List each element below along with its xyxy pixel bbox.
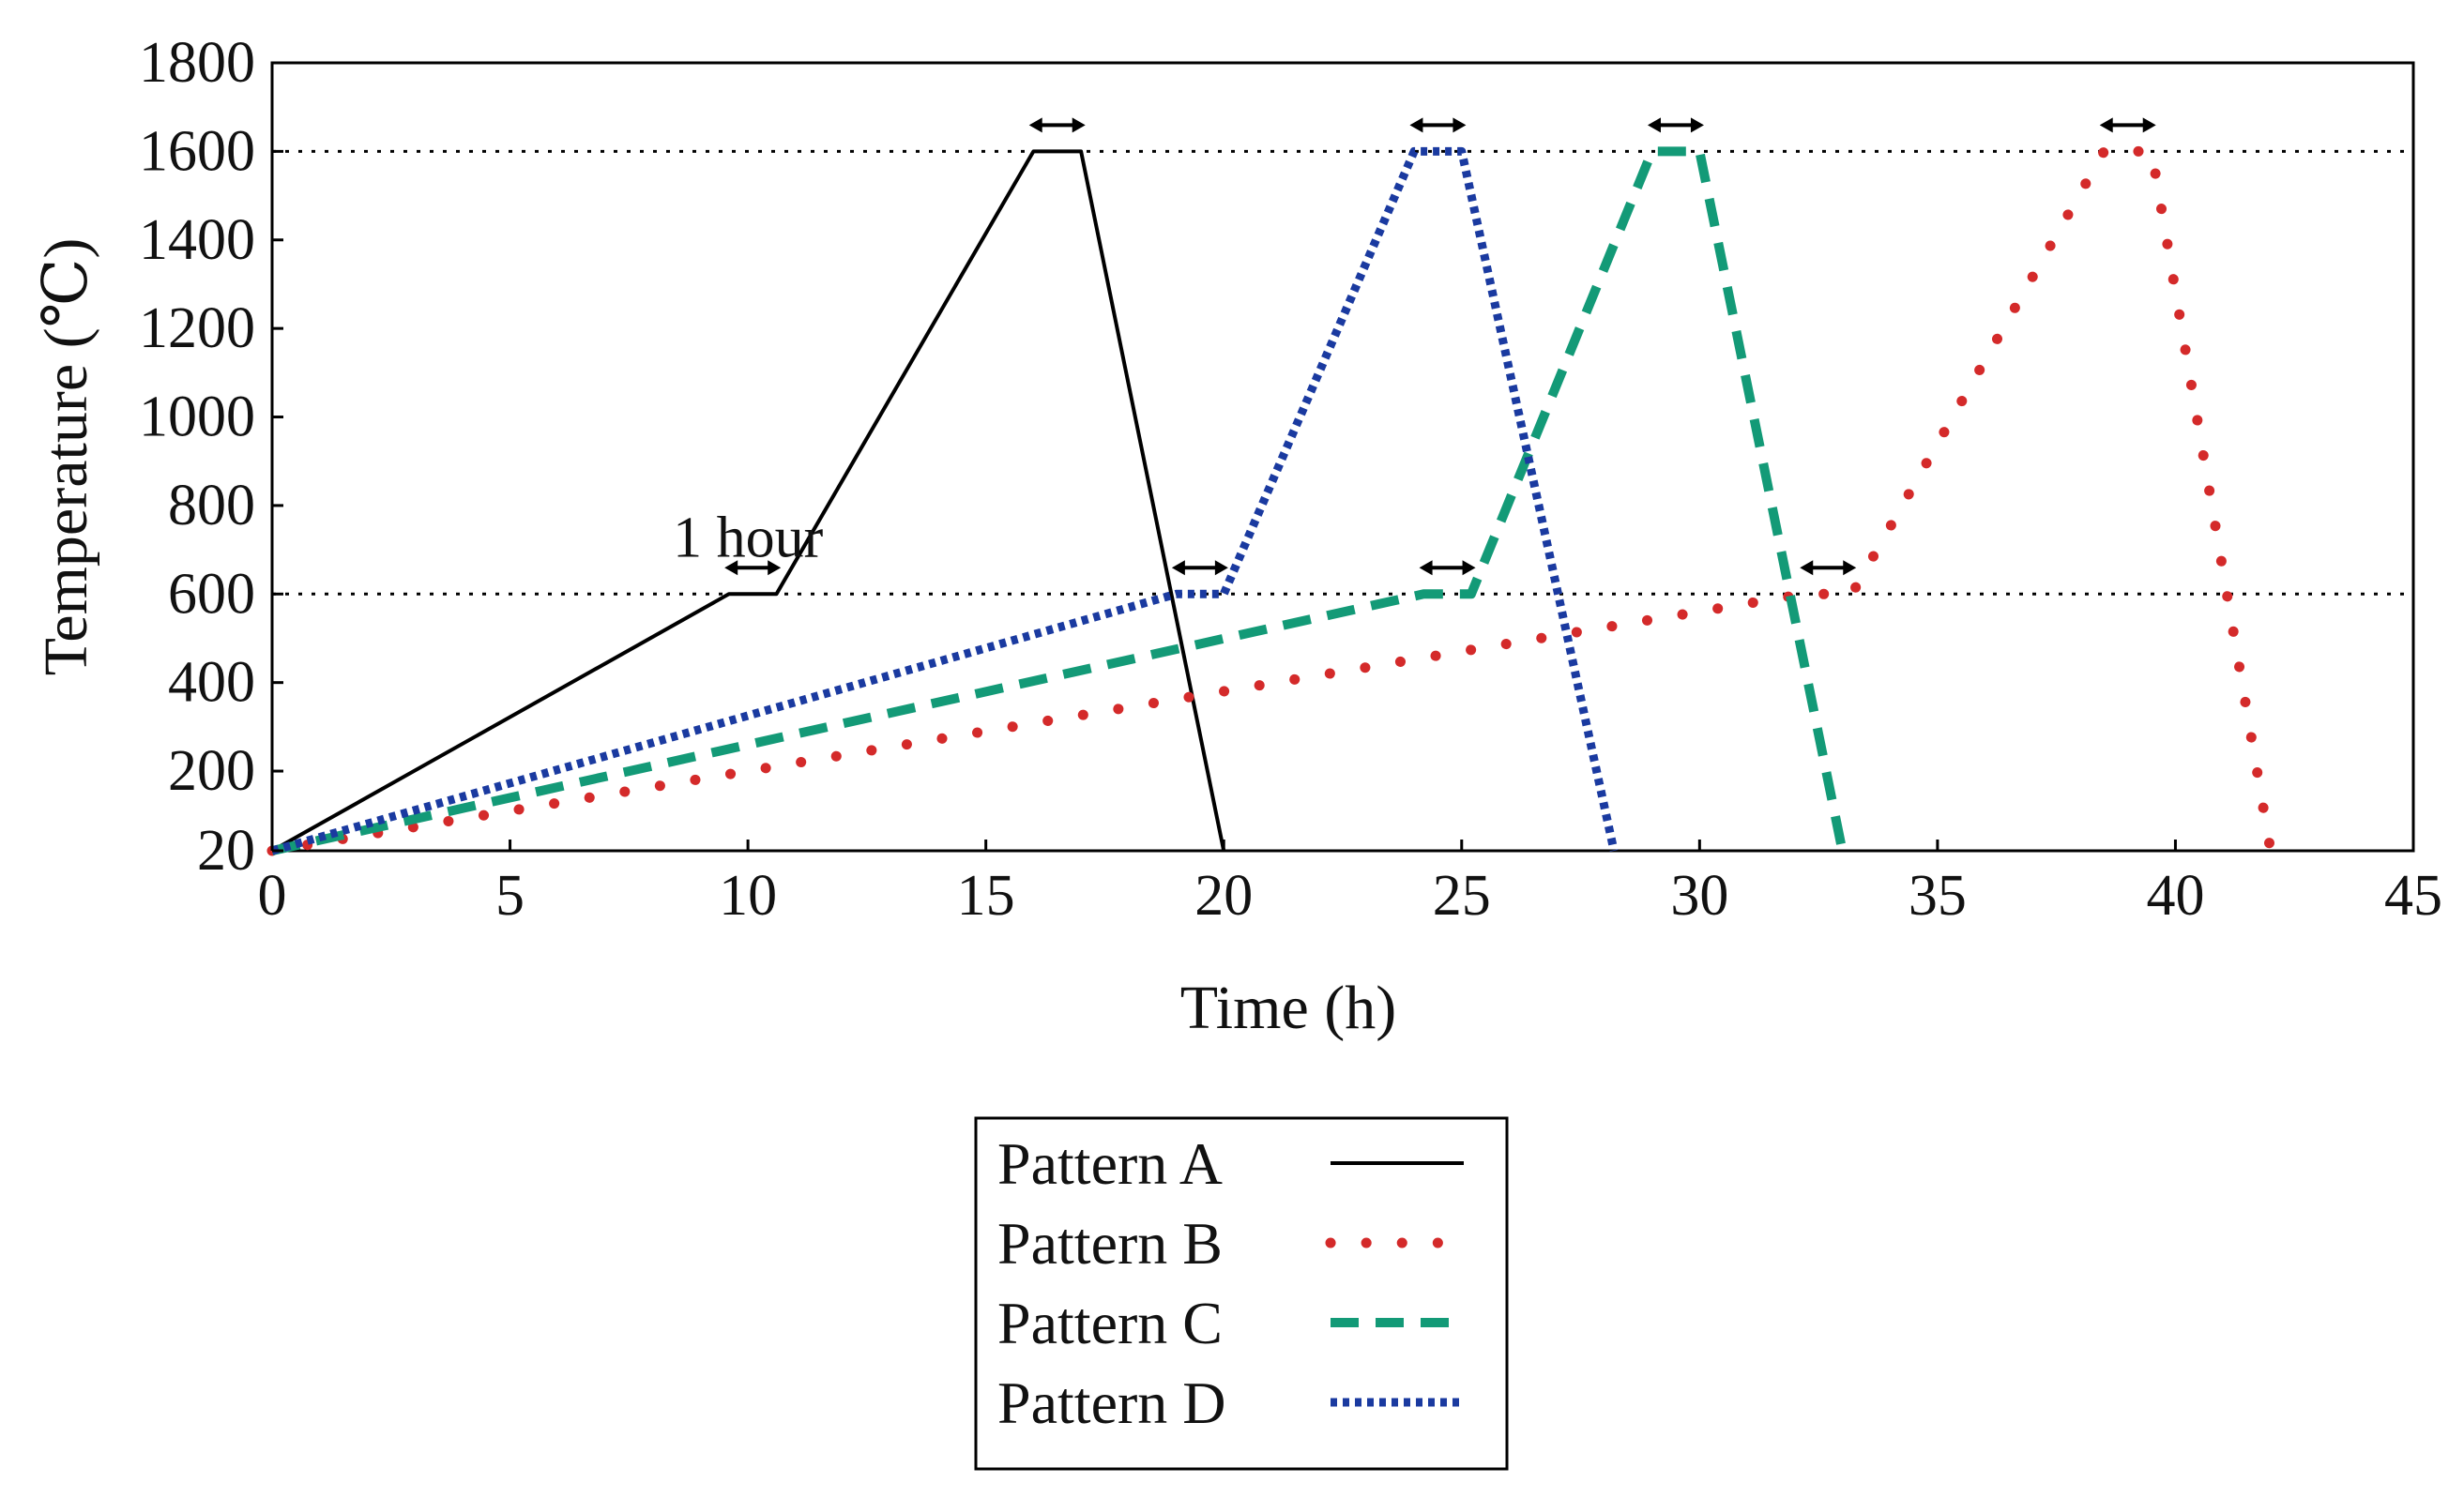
hold-arrow-right-head [1214,560,1228,576]
legend: Pattern A Pattern B Pattern C Pattern D [974,1116,1509,1471]
y-tick-label: 800 [168,474,255,537]
hold-arrow-right-head [1843,560,1857,576]
reference-lines [272,149,2413,596]
hold-arrow-3 [1409,117,1467,133]
hold-arrow-left-head [1800,560,1814,576]
hold-arrow-5 [1647,117,1704,133]
hold-arrow-left-head [1647,117,1661,133]
hold-arrow-left-head [1028,117,1042,133]
legend-label-pattern-a: Pattern A [997,1130,1223,1197]
hold-arrow-left-head [1409,117,1423,133]
hold-arrow-right-head [768,560,782,576]
x-tick-label: 5 [495,864,525,928]
hold-arrow-left-head [1419,560,1433,576]
hold-arrow-left-head [1171,560,1185,576]
x-tick-label: 35 [1909,864,1967,928]
hold-arrow-right-head [1453,117,1467,133]
hold-arrow-4 [1419,560,1476,576]
y-tick-label: 1000 [139,386,255,449]
y-axis: 20 200 400 600 800 1000 1200 1400 1600 1800 [139,31,283,883]
x-tick-label: 45 [2384,864,2442,928]
y-tick-label: 1400 [139,208,255,272]
x-axis: 0 5 10 15 20 25 30 35 40 45 [258,840,2442,928]
hold-arrow-right-head [1462,560,1476,576]
annotation-layer: 1 hour [673,117,2156,576]
y-tick-label: 20 [197,819,255,883]
x-tick-label: 10 [719,864,777,928]
y-tick-label: 1200 [139,296,255,360]
hold-arrow-0 [724,560,782,576]
plot-frame [270,61,2415,853]
hold-arrow-left-head [724,560,738,576]
y-axis-title: Temperature (℃) [32,238,100,676]
x-tick-label: 15 [957,864,1015,928]
series-layer [266,145,2276,856]
x-tick-label: 25 [1433,864,1491,928]
hold-arrow-right-head [1690,117,1704,133]
series-pattern-a [271,149,1226,853]
hold-arrow-6 [1800,560,1857,576]
x-tick-label: 20 [1194,864,1253,928]
hold-arrow-right-head [2142,117,2156,133]
legend-box [974,1116,1509,1471]
series-pattern-b [266,145,2276,856]
x-tick-label: 40 [2146,864,2204,928]
series-pattern-c [270,146,1848,855]
legend-label-pattern-c: Pattern C [997,1290,1223,1356]
y-tick-label: 1800 [139,31,255,95]
x-axis-title: Time (h) [1180,974,1396,1042]
x-tick-label: 0 [258,864,287,928]
legend-label-pattern-d: Pattern D [997,1369,1226,1436]
hold-arrow-left-head [2099,117,2113,133]
y-tick-label: 400 [168,651,255,715]
y-tick-label: 600 [168,562,255,626]
hold-arrow-right-head [1072,117,1086,133]
annotation-1-hour: 1 hour [673,506,824,569]
y-tick-label: 200 [168,739,255,803]
y-tick-label: 1600 [139,119,255,183]
series-pattern-d [270,146,1619,855]
x-tick-label: 30 [1670,864,1728,928]
hold-arrow-1 [1028,117,1086,133]
hold-arrow-2 [1171,560,1228,576]
legend-label-pattern-b: Pattern B [997,1210,1223,1277]
hold-arrow-7 [2099,117,2156,133]
